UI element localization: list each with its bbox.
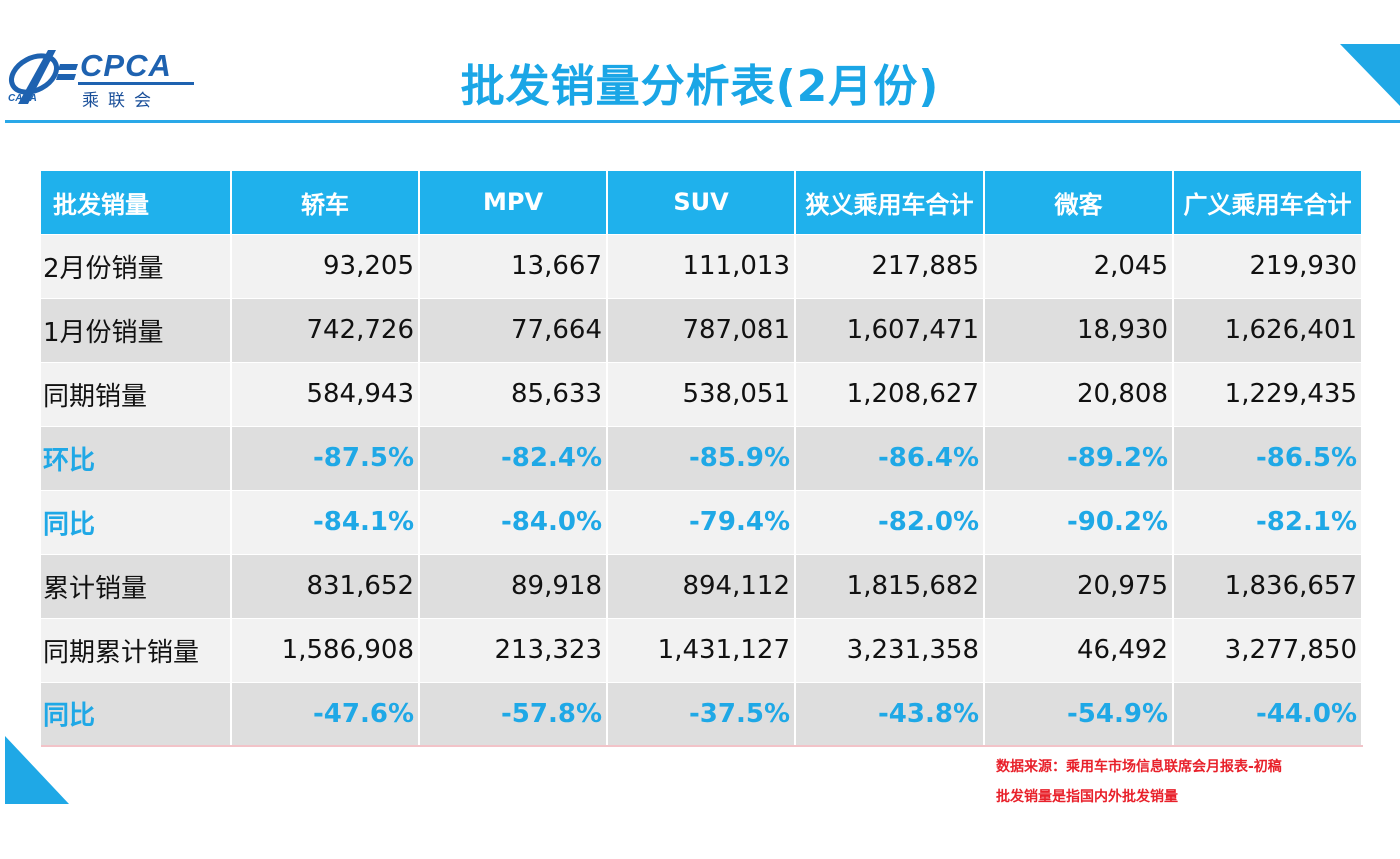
table-cell: 787,081 (607, 298, 796, 363)
table-row: 同期销量 584,943 85,633 538,051 1,208,627 20,808 1… (41, 362, 1363, 427)
column-header: 批发销量 (41, 171, 232, 235)
row-label: 2月份销量 (41, 234, 232, 299)
table-cell: 1,626,401 (1173, 298, 1363, 363)
title-divider (5, 120, 1400, 123)
source-note: 数据来源：乘用车市场信息联席会月报表-初稿 批发销量是指国内外批发销量 (996, 752, 1396, 812)
definition-text: 批发销量是指国内外批发销量 (996, 789, 1178, 805)
table-row: 同比 -84.1% -84.0% -79.4% -82.0% -90.2% -82.1% (41, 490, 1363, 555)
table-cell: -89.2% (984, 426, 1174, 491)
table-cell: -57.8% (419, 682, 608, 747)
table-cell: 1,836,657 (1173, 554, 1363, 619)
row-label: 同期销量 (41, 362, 232, 427)
table-cell: 584,943 (231, 362, 420, 427)
table-row: 环比 -87.5% -82.4% -85.9% -86.4% -89.2% -86.5% (41, 426, 1363, 491)
page-title: 批发销量分析表(2月份) (460, 61, 940, 112)
table-cell: 1,586,908 (231, 618, 420, 683)
table-cell: 89,918 (419, 554, 608, 619)
column-header: 微客 (984, 171, 1174, 235)
table-cell: -43.8% (795, 682, 985, 747)
table-cell: 46,492 (984, 618, 1174, 683)
corner-decoration-top-right (1340, 44, 1400, 106)
table-cell: 1,815,682 (795, 554, 985, 619)
table-row: 同比 -47.6% -57.8% -37.5% -43.8% -54.9% -44.0% (41, 682, 1363, 747)
table-cell: -86.5% (1173, 426, 1363, 491)
table-cell: 1,229,435 (1173, 362, 1363, 427)
table-cell: -85.9% (607, 426, 796, 491)
logo-underline (78, 82, 194, 85)
table-row: 1月份销量 742,726 77,664 787,081 1,607,471 18,930… (41, 298, 1363, 363)
table-cell: 111,013 (607, 234, 796, 299)
row-label: 环比 (41, 426, 232, 491)
table-cell: 20,808 (984, 362, 1174, 427)
table-cell: 93,205 (231, 234, 420, 299)
table-cell: 18,930 (984, 298, 1174, 363)
table-cell: 20,975 (984, 554, 1174, 619)
column-header: 狭义乘用车合计 (795, 171, 985, 235)
table-cell: 217,885 (795, 234, 985, 299)
table-cell: -82.0% (795, 490, 985, 555)
table-cell: 831,652 (231, 554, 420, 619)
table-cell: -47.6% (231, 682, 420, 747)
table-cell: -37.5% (607, 682, 796, 747)
column-header: SUV (607, 171, 796, 235)
table-cell: 1,607,471 (795, 298, 985, 363)
row-label: 累计销量 (41, 554, 232, 619)
wholesale-sales-table: 批发销量 轿车 MPV SUV 狭义乘用车合计 微客 广义乘用车合计 2月份销量… (41, 171, 1363, 747)
row-label: 同期累计销量 (41, 618, 232, 683)
table-cell: -82.1% (1173, 490, 1363, 555)
table-row: 同期累计销量 1,586,908 213,323 1,431,127 3,231,358… (41, 618, 1363, 683)
row-label: 同比 (41, 682, 232, 747)
table-cell: 3,231,358 (795, 618, 985, 683)
table-row: 累计销量 831,652 89,918 894,112 1,815,682 20,975 1… (41, 554, 1363, 619)
logo-sub-brand: CADA (8, 93, 37, 104)
table-row: 2月份销量 93,205 13,667 111,013 217,885 2,045 219,… (41, 234, 1363, 299)
table-cell: -54.9% (984, 682, 1174, 747)
table-cell: -86.4% (795, 426, 985, 491)
table-cell: 219,930 (1173, 234, 1363, 299)
table-cell: 213,323 (419, 618, 608, 683)
table-cell: 85,633 (419, 362, 608, 427)
row-label: 1月份销量 (41, 298, 232, 363)
table-cell: 13,667 (419, 234, 608, 299)
logo-brand: CPCA (80, 48, 172, 83)
table-cell: 742,726 (231, 298, 420, 363)
column-header: MPV (419, 171, 608, 235)
column-header: 轿车 (231, 171, 420, 235)
table-cell: -79.4% (607, 490, 796, 555)
cpca-emblem-icon (9, 50, 78, 104)
table-cell: 538,051 (607, 362, 796, 427)
table-cell: 1,431,127 (607, 618, 796, 683)
data-source-text: 数据来源：乘用车市场信息联席会月报表-初稿 (996, 759, 1282, 775)
table-cell: -84.1% (231, 490, 420, 555)
table-cell: 3,277,850 (1173, 618, 1363, 683)
corner-decoration-bottom-left (5, 736, 69, 804)
table-cell: -84.0% (419, 490, 608, 555)
table-cell: -82.4% (419, 426, 608, 491)
table-cell: 894,112 (607, 554, 796, 619)
table-cell: -90.2% (984, 490, 1174, 555)
table-header-row: 批发销量 轿车 MPV SUV 狭义乘用车合计 微客 广义乘用车合计 (41, 171, 1363, 235)
row-label: 同比 (41, 490, 232, 555)
logo-brand-cn: 乘联会 (82, 91, 160, 111)
table-cell: -44.0% (1173, 682, 1363, 747)
table-cell: -87.5% (231, 426, 420, 491)
table-cell: 2,045 (984, 234, 1174, 299)
cpca-logo: CPCA 乘联会 CADA (4, 44, 204, 111)
table-cell: 77,664 (419, 298, 608, 363)
table-cell: 1,208,627 (795, 362, 985, 427)
column-header: 广义乘用车合计 (1173, 171, 1363, 235)
